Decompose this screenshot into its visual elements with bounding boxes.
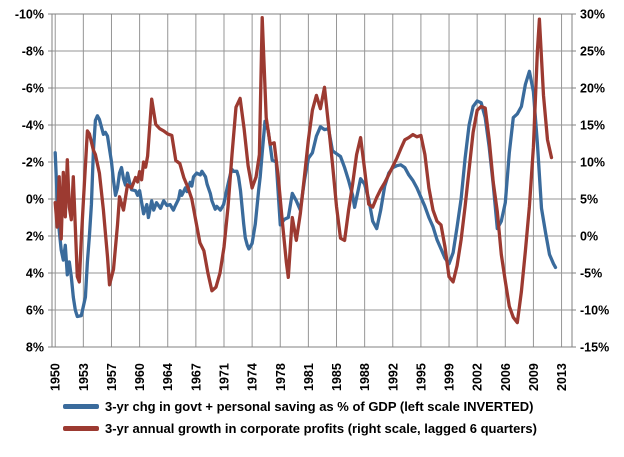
plot-border — [51, 13, 573, 348]
legend-label-saving: 3-yr chg in govt + personal saving as % … — [105, 399, 534, 414]
x-axis-tick-label: 1950 — [49, 363, 63, 391]
x-axis-tick-label: 1960 — [133, 363, 147, 391]
right-axis-tick-label: 10% — [580, 156, 605, 170]
x-axis-tick-label: 2006 — [499, 363, 513, 391]
left-axis-tick-label: -4% — [22, 119, 44, 133]
x-axis-tick-label: 2013 — [555, 363, 569, 391]
right-axis-tick-label: -5% — [580, 267, 602, 281]
x-axis-tick-label: 1995 — [414, 363, 428, 391]
left-axis-tick-label: -8% — [22, 45, 44, 59]
legend-row-saving: 3-yr chg in govt + personal saving as % … — [63, 399, 537, 414]
saving-series-line — [53, 69, 558, 319]
x-axis-tick-label: 1964 — [161, 363, 175, 391]
x-axis-tick-label: 1967 — [189, 363, 203, 391]
left-axis-tick-label: 6% — [26, 304, 44, 318]
x-axis-tick-label: 1999 — [443, 363, 457, 391]
left-axis-tick-label: -6% — [22, 82, 44, 96]
x-axis-tick-label: 2002 — [471, 363, 485, 391]
x-axis-tick-label: 1988 — [358, 363, 372, 391]
x-axis-tick-label: 1974 — [246, 363, 260, 391]
right-axis-tick-label: 5% — [580, 193, 598, 207]
right-axis-tick-label: 25% — [580, 45, 605, 59]
right-axis-tick-label: -10% — [580, 304, 609, 318]
x-axis-tick-label: 1985 — [330, 363, 344, 391]
legend-line-saving-swatch — [63, 404, 99, 409]
right-axis-tick-label: 15% — [580, 119, 605, 133]
legend-line-profits-swatch — [63, 426, 99, 431]
chart-legend: 3-yr chg in govt + personal saving as % … — [63, 399, 537, 436]
left-axis-tick-label: 8% — [26, 341, 44, 355]
left-axis-tick-label: -2% — [22, 156, 44, 170]
profits-series-line — [53, 16, 554, 325]
x-axis-tick-label: 1971 — [217, 363, 231, 391]
right-axis-tick-label: 0% — [580, 230, 598, 244]
x-axis-tick-label: 1992 — [386, 363, 400, 391]
x-axis-tick-label: 1981 — [302, 363, 316, 391]
left-axis-tick-label: 4% — [26, 267, 44, 281]
legend-row-profits: 3-yr annual growth in corporate profits … — [63, 421, 537, 436]
x-axis-tick-label: 1953 — [77, 363, 91, 391]
right-axis-tick-label: -15% — [580, 341, 609, 355]
right-axis-tick-label: 30% — [580, 8, 605, 22]
x-axis-tick-label: 1957 — [105, 363, 119, 391]
x-axis-tick-label: 2009 — [527, 363, 541, 391]
x-axis-tick-label: 1978 — [274, 363, 288, 391]
right-axis-tick-label: 20% — [580, 82, 605, 96]
legend-label-profits: 3-yr annual growth in corporate profits … — [105, 421, 537, 436]
left-axis-tick-label: -10% — [15, 8, 44, 22]
left-axis-tick-label: 0% — [26, 193, 44, 207]
left-axis-tick-label: 2% — [26, 230, 44, 244]
